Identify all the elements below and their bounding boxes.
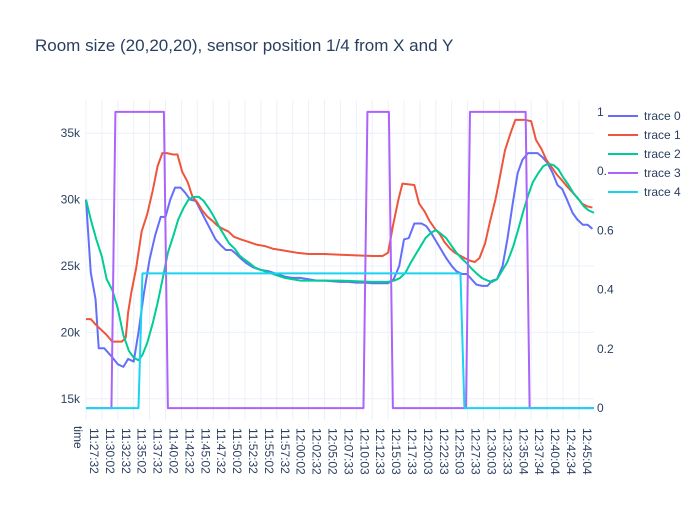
legend-label: trace 0 [644,109,681,123]
y-left-tick-label: 30k [61,193,81,207]
x-tick-label: 11:30:02 [103,428,117,474]
x-tick-label: 12:05:02 [325,428,339,475]
x-tick-label: 11:47:32 [214,428,228,474]
legend-item: trace 3 [608,166,681,180]
x-axis-title: time [71,426,85,449]
legend-label: trace 3 [644,166,681,180]
legend-item: trace 4 [608,185,681,199]
x-tick-label: 12:27:33 [469,428,483,475]
x-tick-label: 11:42:32 [182,428,196,474]
x-tick-label: 12:02:32 [310,428,324,475]
y-right-tick-label: 0 [597,401,604,415]
y-right-tick-label: 0. [597,164,607,178]
series-line-4 [86,272,594,410]
x-tick-label: 12:20:03 [421,428,435,475]
x-tick-label: 12:12:33 [373,428,387,475]
grid-layer [85,100,594,420]
x-tick-label: 12:37:34 [532,428,546,475]
x-tick-label: 12:30:03 [484,428,498,475]
x-tick-label: 11:45:02 [198,428,212,474]
legend-label: trace 2 [644,147,681,161]
y-left-tick-label: 35k [61,126,81,140]
x-tick-label: 11:57:32 [278,428,292,474]
series-layer [85,110,595,410]
y-left-tick-label: 20k [61,325,81,339]
x-tick-label: 11:55:02 [262,428,276,474]
y-left-tick-label: 25k [61,259,81,273]
x-tick-label: 12:07:33 [341,428,355,475]
y-right-axis: 0 0.2 0.4 0.6 0. 1 [597,105,614,415]
series-line-3 [86,110,594,410]
series-line-0 [85,152,594,368]
y-left-axis: 15k 20k 25k 30k 35k [61,126,81,406]
y-right-tick-label: 0.4 [597,283,614,297]
x-tick-label: 12:10:03 [357,428,371,475]
x-tick-label: 11:40:02 [166,428,180,474]
x-tick-label: 11:32:32 [119,428,133,474]
x-tick-label: 11:50:02 [230,428,244,474]
y-right-tick-label: 0.2 [597,342,614,356]
legend-item: trace 0 [608,109,681,123]
y-right-tick-label: 0.6 [597,223,614,237]
x-tick-label: 11:27:32 [87,428,101,474]
x-tick-label: 12:15:03 [389,428,403,475]
x-tick-label: 12:40:04 [548,428,562,475]
series-line-1 [86,118,593,343]
series-line-2 [85,162,595,362]
legend-label: trace 1 [644,128,681,142]
y-right-tick-label: 1 [597,105,604,119]
y-left-tick-label: 15k [61,392,81,406]
x-tick-label: 12:35:04 [516,428,530,475]
x-tick-label: 11:35:02 [135,428,149,474]
x-axis: 11:27:32 11:30:02 11:32:32 11:35:02 11:37:32… [71,426,594,475]
x-tick-label: 12:17:33 [405,428,419,475]
x-tick-label: 12:45:04 [580,428,594,475]
x-tick-label: 12:22:33 [437,428,451,475]
x-tick-label: 11:37:32 [151,428,165,474]
x-tick-label: 12:25:03 [453,428,467,475]
legend-item: trace 1 [608,128,681,142]
legend-label: trace 4 [644,185,681,199]
chart-title: Room size (20,20,20), sensor position 1/… [35,36,453,55]
x-tick-label: 11:52:32 [246,428,260,474]
x-tick-label: 12:42:34 [564,428,578,475]
legend: trace 0 trace 1 trace 2 trace 3 trace 4 [608,109,681,199]
x-tick-label: 12:32:33 [500,428,514,475]
legend-item: trace 2 [608,147,681,161]
x-tick-label: 12:00:02 [294,428,308,475]
